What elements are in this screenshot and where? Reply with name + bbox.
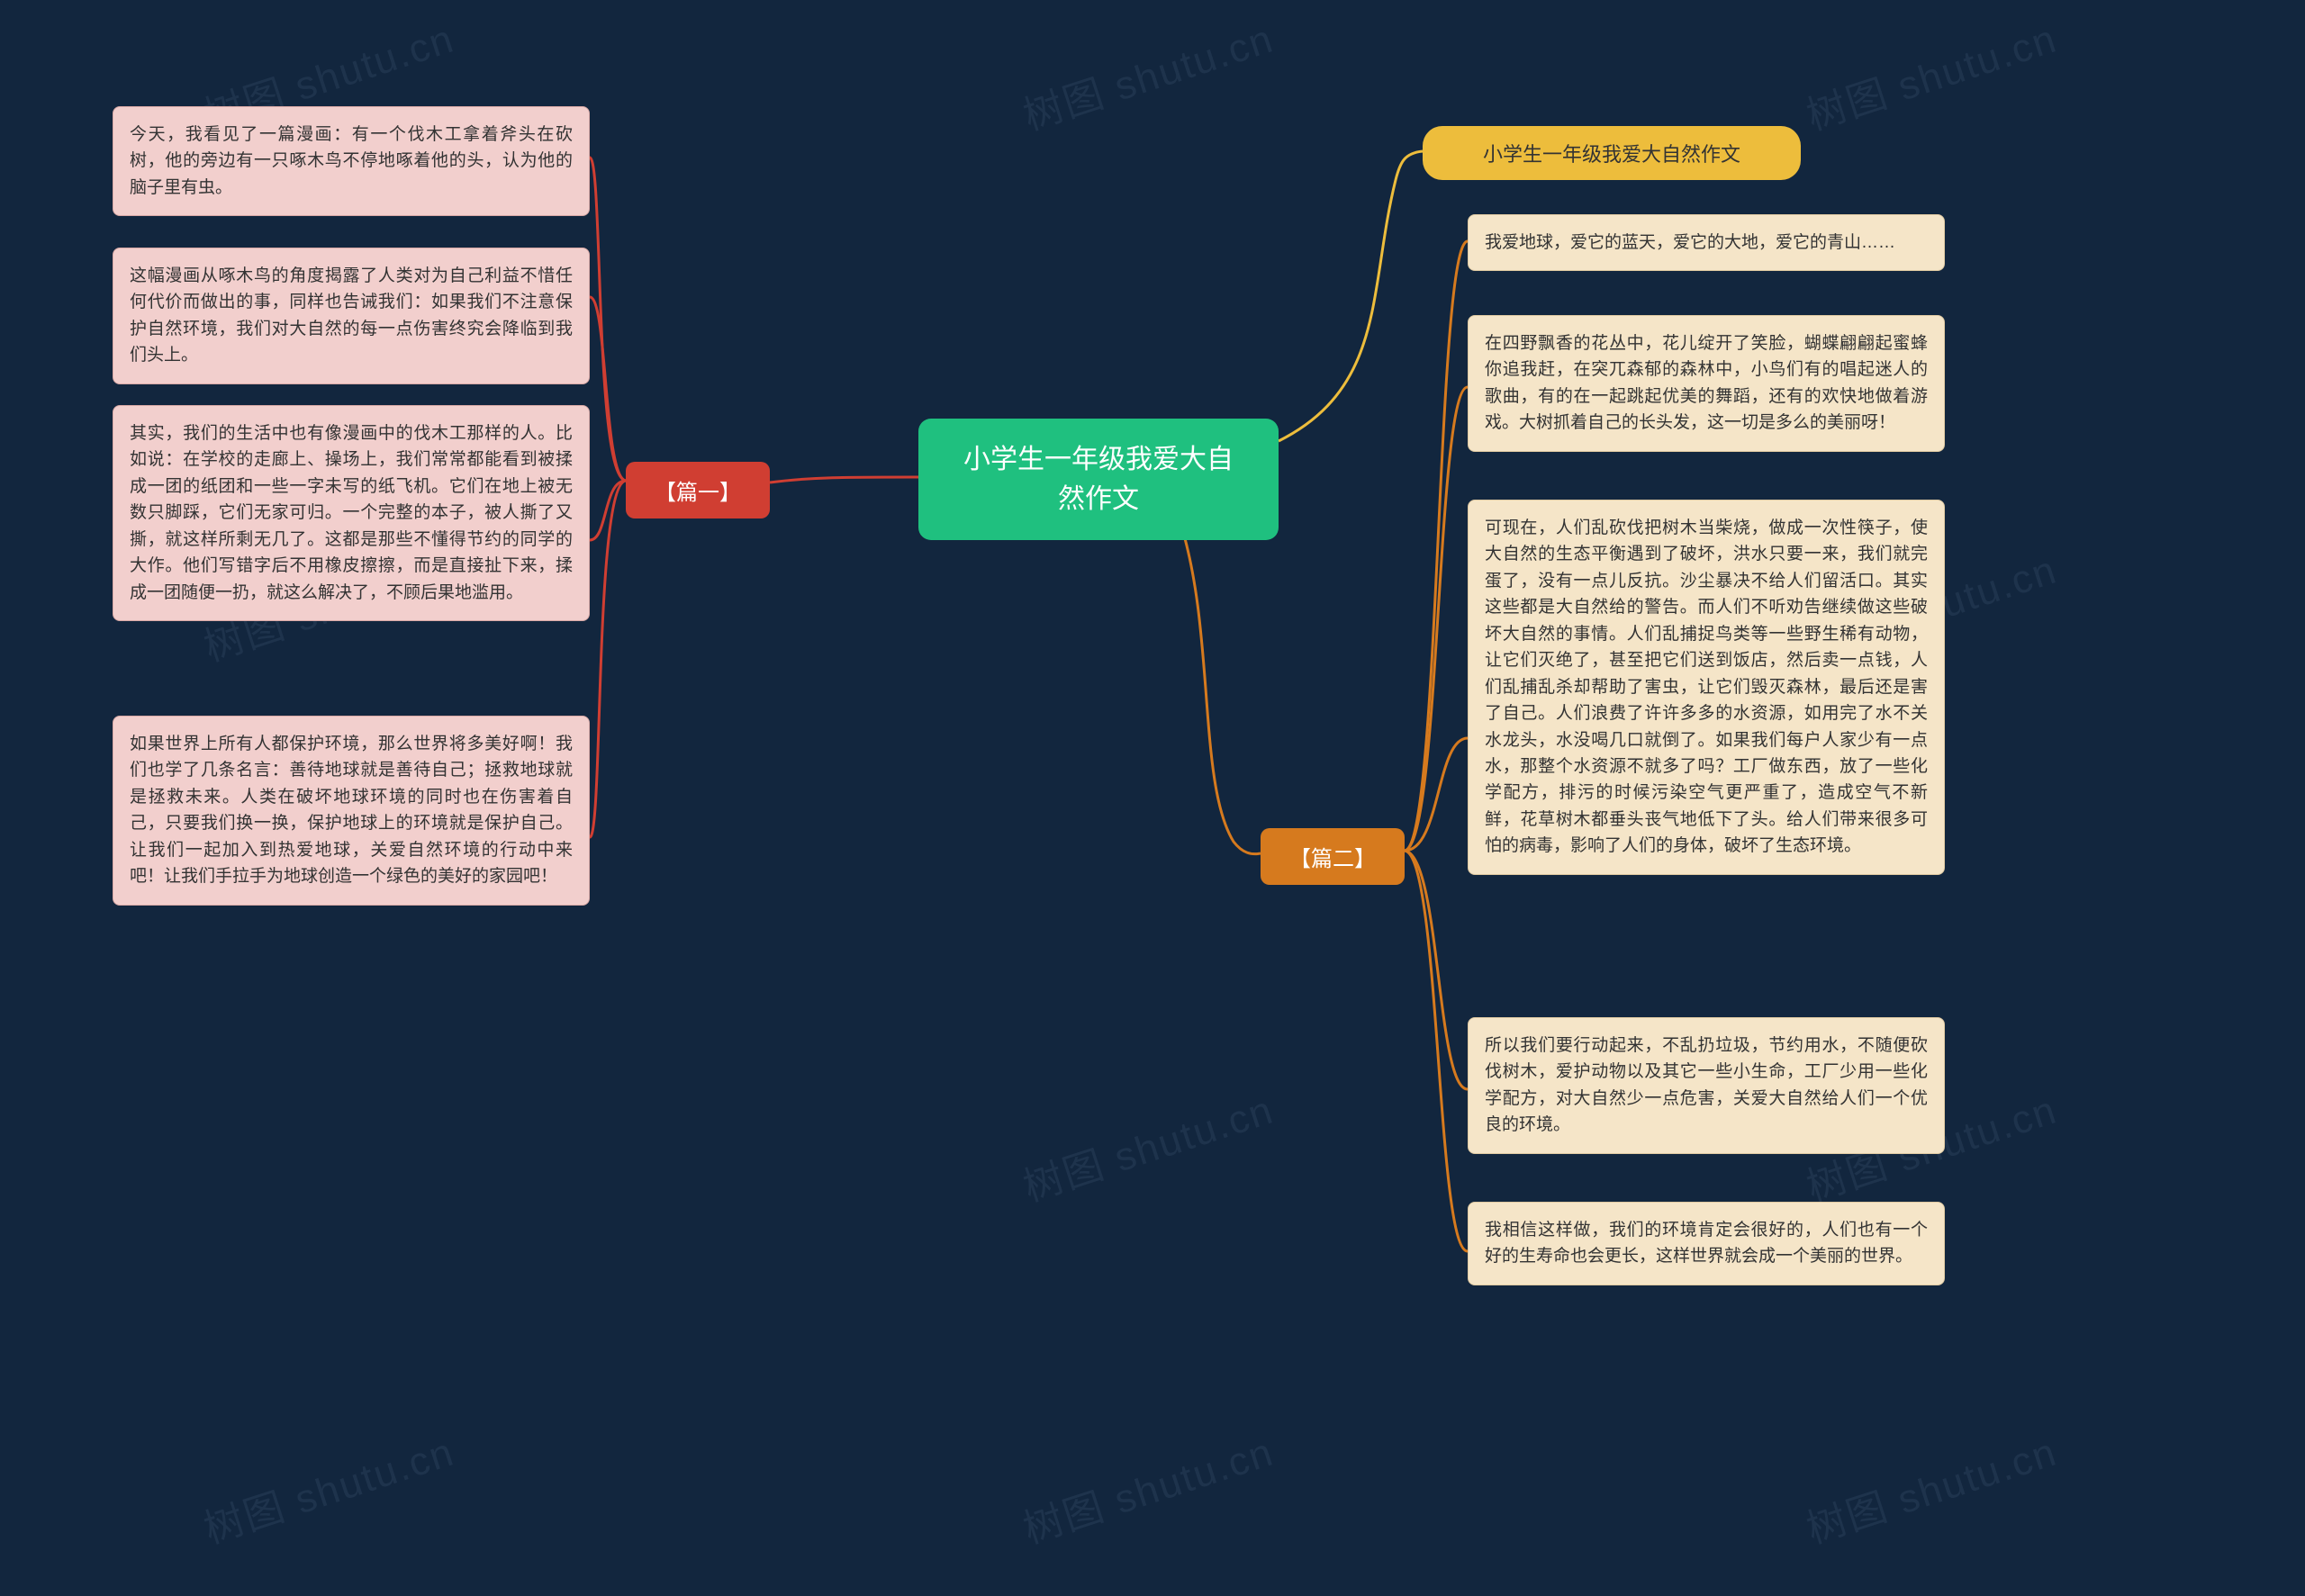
branch-essay-1[interactable]: 【篇一】 bbox=[626, 462, 770, 518]
leaf-essay2-p2[interactable]: 在四野飘香的花丛中，花儿绽开了笑脸，蝴蝶翩翩起蜜蜂你追我赶，在突兀森郁的森林中，… bbox=[1468, 315, 1945, 452]
leaf-essay1-p2[interactable]: 这幅漫画从啄木鸟的角度揭露了人类对为自己利益不惜任何代价而做出的事，同样也告诫我… bbox=[113, 248, 590, 384]
branch-essay-2[interactable]: 【篇二】 bbox=[1261, 828, 1405, 885]
leaf-essay2-p4[interactable]: 所以我们要行动起来，不乱扔垃圾，节约用水，不随便砍伐树木，爱护动物以及其它一些小… bbox=[1468, 1017, 1945, 1154]
watermark: 树图 shutu.cn bbox=[1798, 6, 2063, 141]
leaf-essay1-p4[interactable]: 如果世界上所有人都保护环境，那么世界将多美好啊！我们也学了几条名言：善待地球就是… bbox=[113, 716, 590, 906]
leaf-essay2-p3[interactable]: 可现在，人们乱砍伐把树木当柴烧，做成一次性筷子，使大自然的生态平衡遇到了破坏，洪… bbox=[1468, 500, 1945, 875]
root-node[interactable]: 小学生一年级我爱大自然作文 bbox=[918, 419, 1279, 540]
watermark: 树图 shutu.cn bbox=[1015, 1420, 1279, 1555]
watermark: 树图 shutu.cn bbox=[1015, 1078, 1279, 1213]
leaf-essay1-p3[interactable]: 其实，我们的生活中也有像漫画中的伐木工那样的人。比如说：在学校的走廊上、操场上，… bbox=[113, 405, 590, 621]
leaf-essay1-p1[interactable]: 今天，我看见了一篇漫画：有一个伐木工拿着斧头在砍树，他的旁边有一只啄木鸟不停地啄… bbox=[113, 106, 590, 216]
branch-top-title[interactable]: 小学生一年级我爱大自然作文 bbox=[1423, 126, 1801, 180]
watermark: 树图 shutu.cn bbox=[1798, 1420, 2063, 1555]
watermark: 树图 shutu.cn bbox=[195, 1420, 460, 1555]
leaf-essay2-p1[interactable]: 我爱地球，爱它的蓝天，爱它的大地，爱它的青山…… bbox=[1468, 214, 1945, 271]
watermark: 树图 shutu.cn bbox=[1015, 6, 1279, 141]
leaf-essay2-p5[interactable]: 我相信这样做，我们的环境肯定会很好的，人们也有一个好的生寿命也会更长，这样世界就… bbox=[1468, 1202, 1945, 1285]
